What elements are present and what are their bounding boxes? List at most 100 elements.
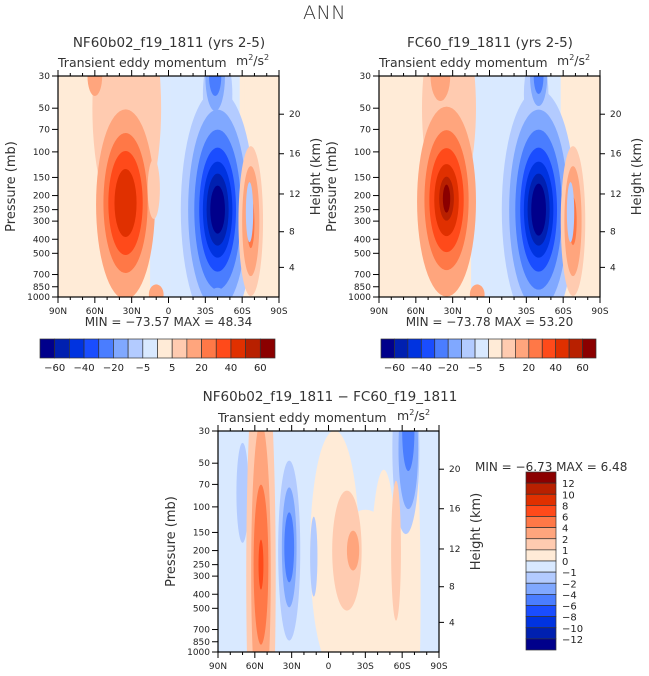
colorbar-label: 4 [562,524,568,535]
panel1-title: NF60b02_f19_1811 (yrs 2-5) [72,35,266,51]
colorbar-label: 0 [562,557,568,568]
colorbar-label: −60 [44,363,65,374]
colorbar-swatch [171,338,188,359]
y-tick-label: 400 [193,590,210,600]
contour-level [284,512,295,583]
colorbar-label: 40 [225,363,238,374]
colorbar-swatch [434,338,449,359]
panel2-plot: 90N 60N 30N 0 30S 60S 90S 30 50 70 100 150 200 250300… [325,70,645,374]
y-tick-label: 1000 [187,648,210,658]
y-tick-label: 50 [39,104,51,114]
y2-tick-label: 4 [610,263,616,273]
colorbar-swatch [555,338,570,359]
contour-level [209,76,222,96]
contour-level [369,469,399,652]
panel2-subtitle: Transient eddy momentum [379,55,548,70]
colorbar-swatch [525,594,557,606]
colorbar-label: 40 [549,363,562,374]
colorbar-label: −6 [562,602,577,613]
y2-tick-label: 4 [289,263,295,273]
panel1-units: m2/s2 [236,53,270,69]
y2-tick-label: 8 [610,228,616,238]
x-tick-label: 60S [394,662,411,672]
y2-axis-label: Height (km) [309,138,324,215]
x-tick-label: 60S [234,307,251,317]
colorbar-swatch [113,338,129,359]
contour-level [236,442,249,543]
contour-level [391,480,401,621]
y2-tick-label: 12 [610,190,621,200]
contour-level [430,76,451,101]
contour-level [442,184,451,213]
colorbar-swatch [447,338,462,359]
colorbar-swatch [142,338,158,359]
colorbar-swatch [69,338,85,359]
y-tick-label: 70 [199,480,211,490]
colorbar-label: 6 [562,513,568,524]
colorbar-label: 20 [522,363,535,374]
min-max-label: MIN = −73.78 MAX = 53.20 [406,315,574,329]
colorbar-label: 5 [499,363,505,374]
colorbar-swatch [461,338,476,359]
colorbar-swatch [127,338,144,359]
y-tick-label: 700 [33,271,50,281]
colorbar-swatch [525,482,557,495]
contour-field [58,76,279,297]
colorbar-swatch [54,338,70,359]
colorbar-label: −60 [384,363,405,374]
x-tick-label: 0 [487,307,493,317]
figure-title: ANN [303,2,346,24]
colorbar-swatch [488,338,503,359]
panel2-units: m2/s2 [557,53,591,69]
colorbar-swatch [525,516,557,528]
y-tick-label: 200 [354,192,371,202]
y-tick-label: 500 [193,604,210,614]
colorbar: −60 −40 −20 −5 5 20 40 60 [380,338,597,374]
y-tick-label: 300 [193,572,210,582]
y2-tick-label: 12 [289,190,300,200]
contour-level [87,76,103,96]
colorbar-swatch [157,338,173,359]
x-tick-label: 60S [555,307,572,317]
x-tick-label: 90N [49,307,67,317]
colorbar-swatch [515,338,530,359]
colorbar-swatch [541,338,557,359]
colorbar-swatch [394,338,409,359]
y-tick-label: 500 [354,249,371,259]
colorbar-swatch [525,493,557,506]
colorbar-label: 12 [562,479,575,490]
panel1-plot: 90N 60N 30N 0 30S 60S 90S 30 50 70 100 150 200 250300… [4,70,324,374]
panel3-units: m2/s2 [397,408,431,424]
x-tick-label: 90N [370,307,388,317]
y-tick-label: 200 [193,547,210,557]
y-tick-label: 500 [33,249,50,259]
panel1-subtitle: Transient eddy momentum [58,55,227,70]
colorbar-label: −40 [74,363,95,374]
colorbar-swatch [525,471,557,484]
x-tick-label: 90S [270,307,287,317]
colorbar-label: −5 [468,363,483,374]
colorbar-swatch [582,338,597,359]
colorbar-swatch [528,338,543,359]
x-tick-label: 90S [430,662,447,672]
x-tick-label: 0 [326,662,332,672]
y-tick-label: 50 [199,459,211,469]
colorbar-swatch [525,627,557,640]
colorbar-swatch [186,338,202,359]
y-tick-label: 200 [33,192,50,202]
y-tick-label: 850 [193,638,210,648]
colorbar-swatch [525,549,557,562]
colorbar-label: −12 [562,635,583,646]
colorbar-swatch [201,338,217,359]
y-tick-label: 700 [354,271,371,281]
colorbar-swatch [525,616,557,629]
colorbar-label: 60 [254,363,267,374]
x-tick-label: 0 [166,307,172,317]
colorbar-swatch [525,638,557,651]
y-tick-label: 150 [193,528,210,538]
y-tick-label: 300 [33,217,50,227]
y2-axis-label: Height (km) [469,493,484,570]
contour-level [258,539,264,590]
colorbar: −60 −40 −20 −5 5 20 40 60 [39,338,276,374]
